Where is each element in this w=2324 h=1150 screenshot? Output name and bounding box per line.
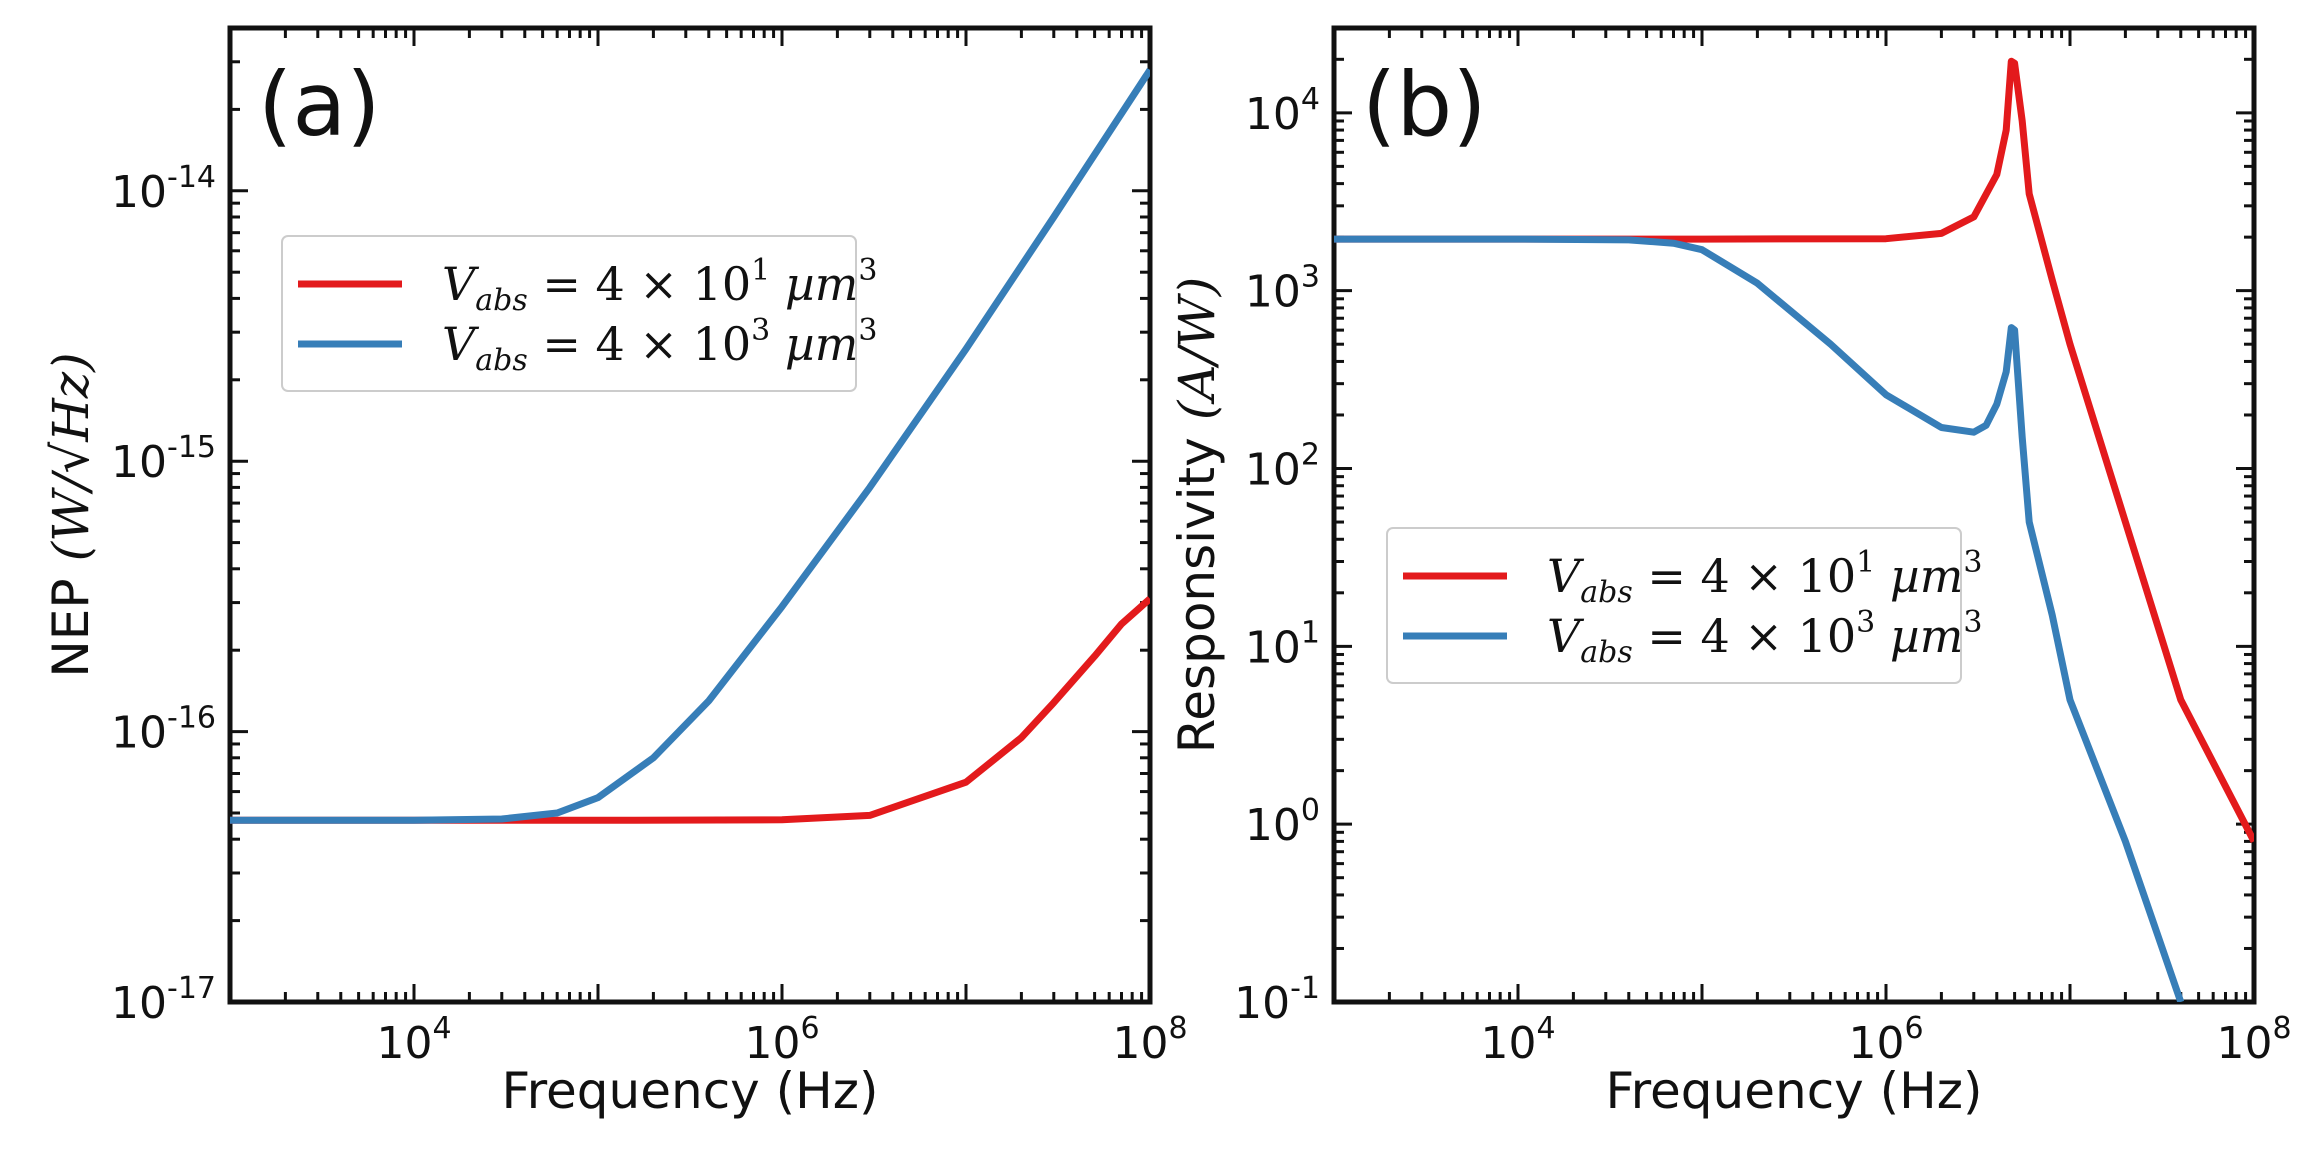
legend-entry-1: Vabs = 4 × 101 µm3 — [1547, 545, 1982, 610]
panel-b-ylabel-unit: (A/W) — [1168, 277, 1226, 420]
y-tick-label: 100 — [1245, 793, 1320, 851]
y-tick-label: 10-1 — [1234, 971, 1320, 1029]
y-tick-label: 103 — [1245, 260, 1320, 318]
panel-b-xlabel: Frequency (Hz) — [1605, 1062, 1982, 1120]
x-tick-label: 106 — [1848, 1011, 1923, 1069]
series-line-2 — [1334, 235, 2185, 1002]
panel-b: 104 106 108 10-1 100 101 102 103 104 (b) Frequen… — [1168, 25, 2292, 1120]
panel-b-series — [1334, 57, 2254, 1002]
panel-a-ticks: 104 106 108 10-17 10-16 10-15 10-14 — [111, 26, 1188, 1069]
panel-b-legend-frame — [1386, 527, 1962, 684]
y-tick-label: 101 — [1245, 615, 1320, 673]
panel-a-ylabel-group: NEP (W/√Hz) — [42, 352, 100, 677]
y-tick-label: 10-14 — [111, 160, 216, 218]
panel-a-series — [230, 67, 1150, 824]
series-line-1 — [1334, 57, 2254, 844]
x-tick-label: 108 — [1112, 1011, 1187, 1069]
panel-a-legend-frame — [281, 235, 857, 392]
legend-entry-2: Vabs = 4 × 103 µm3 — [442, 313, 877, 378]
y-tick-label: 10-15 — [111, 430, 216, 488]
panel-a-ylabel-unit: (W/√Hz) — [42, 352, 100, 561]
legend-entry-2: Vabs = 4 × 103 µm3 — [1547, 605, 1982, 670]
panel-b-ylabel: Responsivity (A/W) — [1168, 277, 1226, 753]
x-tick-label: 104 — [1480, 1011, 1555, 1069]
plot-a-frame — [227, 25, 1153, 1005]
panel-b-ylabel-text: Responsivity — [1168, 437, 1226, 753]
y-tick-label: 104 — [1245, 82, 1320, 140]
x-tick-label: 104 — [376, 1011, 451, 1069]
y-tick-label: 102 — [1245, 438, 1320, 496]
x-tick-label: 106 — [744, 1011, 819, 1069]
panel-a-ylabel: NEP (W/√Hz) — [42, 352, 100, 677]
y-tick-label: 10-17 — [111, 971, 216, 1029]
panel-a: 104 106 108 10-17 10-16 10-15 10-14 (a) Freque… — [42, 25, 1188, 1120]
series-line-1 — [230, 596, 1150, 824]
panel-b-label: (b) — [1362, 53, 1487, 156]
panel-a-xlabel: Frequency (Hz) — [501, 1062, 878, 1120]
panel-b-ylabel-group: Responsivity (A/W) — [1168, 277, 1226, 753]
legend-entry-1: Vabs = 4 × 101 µm3 — [442, 253, 877, 318]
panel-a-label: (a) — [258, 53, 381, 156]
panel-a-ylabel-text: NEP — [42, 579, 100, 678]
panel-b-ticks: 104 106 108 10-1 100 101 102 103 104 — [1234, 26, 2292, 1069]
x-tick-label: 108 — [2216, 1011, 2291, 1069]
series-line-2 — [230, 67, 1150, 824]
plot-b-frame — [1331, 25, 2257, 1005]
y-tick-label: 10-16 — [111, 701, 216, 759]
